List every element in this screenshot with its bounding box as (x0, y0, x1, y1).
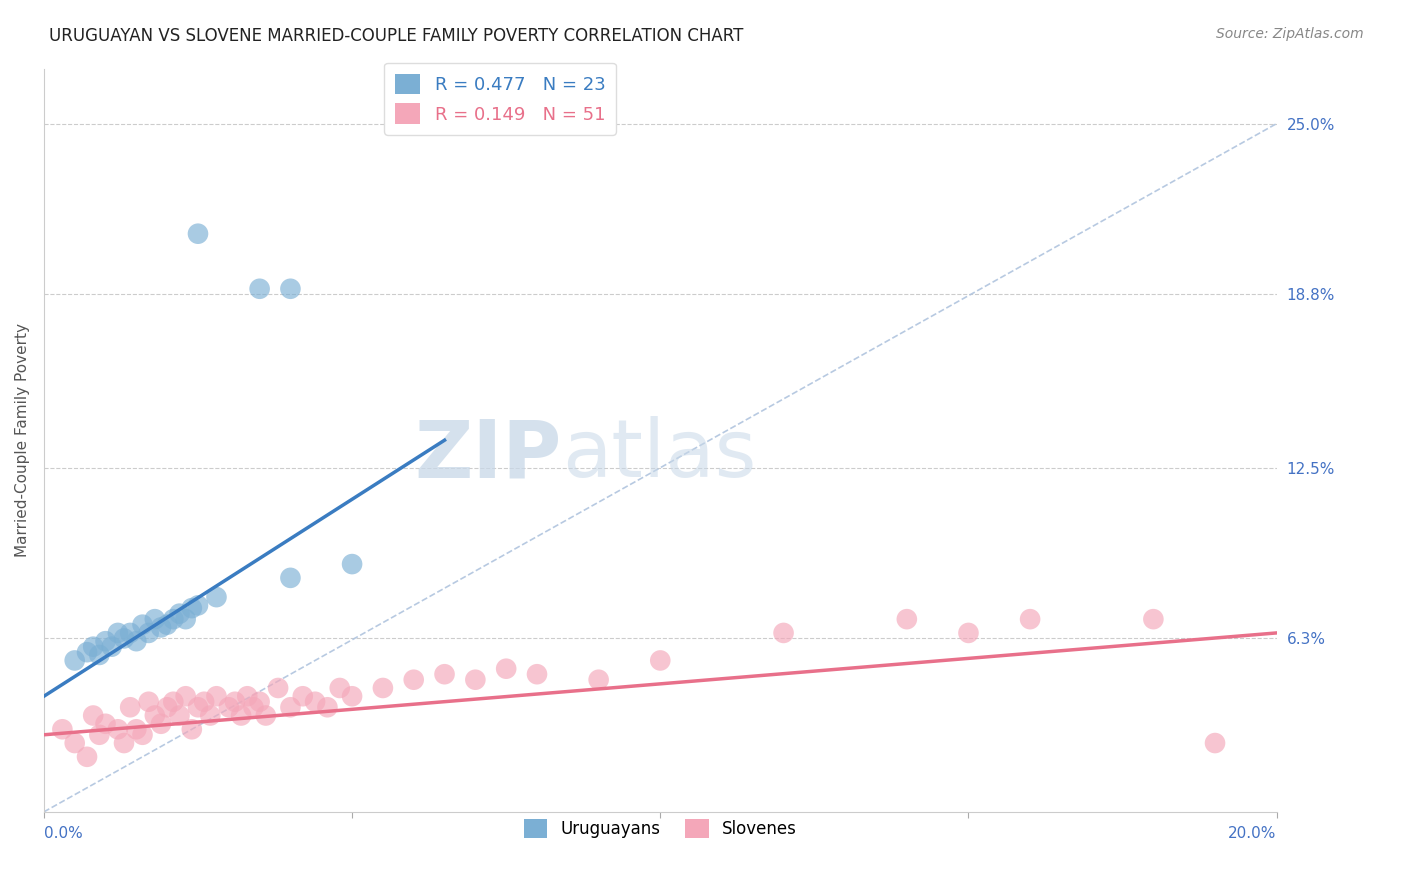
Point (280, 282, 302, 296)
Point (267, 681, 290, 695)
Point (187, 227, 209, 241)
Point (89, 728, 111, 742)
Text: ZIP: ZIP (415, 416, 561, 494)
Point (464, 673, 486, 687)
Point (495, 662, 517, 676)
Point (1204, 736, 1226, 750)
Point (249, 282, 271, 296)
Point (143, 612, 166, 626)
Point (218, 700, 240, 714)
Point (94, 716, 117, 731)
Point (180, 723, 202, 737)
Point (329, 681, 352, 695)
Point (112, 736, 135, 750)
Point (76, 645, 98, 659)
Point (205, 690, 228, 704)
Point (51, 723, 73, 737)
Point (957, 626, 980, 640)
Text: 20.0%: 20.0% (1229, 826, 1277, 840)
Text: 0.0%: 0.0% (44, 826, 83, 840)
Point (156, 700, 179, 714)
Point (131, 617, 153, 632)
Point (169, 607, 191, 621)
Text: Source: ZipAtlas.com: Source: ZipAtlas.com (1216, 27, 1364, 41)
Point (174, 612, 197, 626)
Point (107, 626, 129, 640)
Point (63, 653, 86, 667)
Point (249, 695, 271, 709)
Point (120, 700, 142, 714)
Point (526, 667, 548, 681)
Point (76, 749, 98, 764)
Point (402, 673, 425, 687)
Point (650, 653, 672, 667)
Point (100, 640, 122, 654)
Point (1019, 612, 1042, 626)
Point (82, 708, 104, 723)
Point (588, 673, 610, 687)
Point (138, 626, 160, 640)
Point (280, 700, 302, 714)
Point (162, 695, 184, 709)
Point (63, 736, 86, 750)
Point (107, 723, 129, 737)
Text: URUGUAYAN VS SLOVENE MARRIED-COUPLE FAMILY POVERTY CORRELATION CHART: URUGUAYAN VS SLOVENE MARRIED-COUPLE FAMI… (49, 27, 744, 45)
Point (187, 599, 209, 613)
Point (94, 634, 117, 648)
Point (433, 667, 456, 681)
Y-axis label: Married-Couple Family Poverty: Married-Couple Family Poverty (15, 323, 30, 558)
Point (120, 626, 142, 640)
Point (187, 700, 209, 714)
Point (125, 634, 148, 648)
Point (224, 695, 246, 709)
Point (150, 716, 173, 731)
Point (236, 690, 259, 704)
Point (125, 723, 148, 737)
Point (138, 695, 160, 709)
Point (169, 708, 191, 723)
Point (772, 626, 794, 640)
Point (131, 728, 153, 742)
Point (280, 571, 302, 585)
Point (316, 700, 339, 714)
Text: atlas: atlas (561, 416, 756, 494)
Point (291, 690, 314, 704)
Point (82, 640, 104, 654)
Point (1142, 612, 1164, 626)
Point (371, 681, 394, 695)
Legend: Uruguayans, Slovenes: Uruguayans, Slovenes (517, 812, 804, 845)
Point (200, 708, 222, 723)
Point (896, 612, 918, 626)
Point (174, 690, 197, 704)
Point (162, 612, 184, 626)
Point (89, 648, 111, 662)
Point (242, 700, 264, 714)
Point (205, 590, 228, 604)
Point (150, 620, 173, 634)
Point (340, 690, 363, 704)
Point (254, 708, 277, 723)
Point (231, 708, 253, 723)
Point (193, 695, 215, 709)
Point (340, 557, 363, 571)
Point (180, 601, 202, 615)
Point (112, 632, 135, 646)
Point (156, 617, 179, 632)
Point (143, 708, 166, 723)
Point (304, 695, 326, 709)
